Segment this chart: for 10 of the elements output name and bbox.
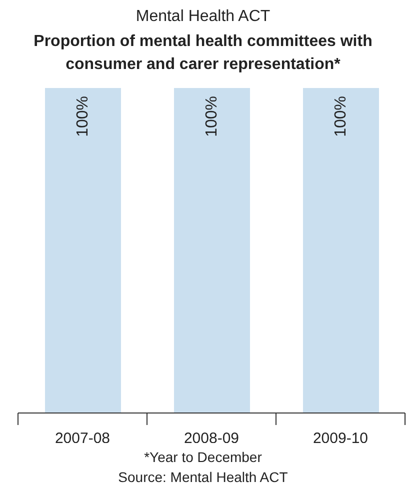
data-label: 100% [74,96,92,137]
data-label: 100% [332,96,350,137]
x-tick-label: 2008-09 [184,430,240,447]
chart-title: Mental Health ACT [134,8,272,26]
x-tick-label: 2009-10 [312,430,368,447]
x-tick-label: 2007-08 [54,430,110,447]
chart-subtitle: Proportion of mental health committees with consumer and carer representation* [32,32,374,75]
text: *Year to December [143,449,263,465]
source-note: Source: Mental Health ACT [117,469,289,485]
data-label: 100% [204,96,220,137]
